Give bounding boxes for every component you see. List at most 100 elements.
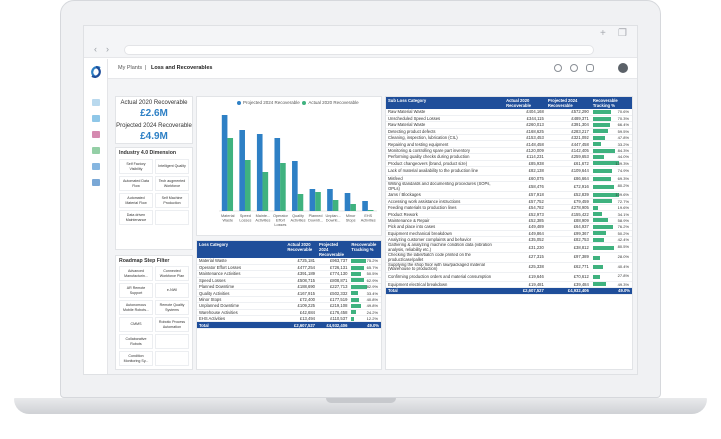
table-row[interactable]: Writing standards and documenting proced… — [386, 181, 632, 193]
breadcrumb-parent[interactable]: My Plants — [118, 65, 143, 71]
bar-actual[interactable] — [297, 194, 304, 211]
bar-actual[interactable] — [280, 163, 286, 211]
bar-projected[interactable] — [256, 134, 263, 211]
bar-actual[interactable] — [332, 200, 339, 211]
table-row[interactable]: Detecting product defects £168,625 £283,21… — [386, 128, 632, 136]
bar-actual[interactable] — [262, 172, 269, 211]
subloss-cell: £39,484 — [545, 281, 591, 289]
subloss-col-header[interactable]: Sub Loss Category — [386, 97, 505, 109]
table-row[interactable]: Product changeovers (brand, product size… — [386, 160, 632, 168]
subloss-col-header[interactable]: Recoverable Tracking % — [590, 97, 632, 109]
table-row[interactable]: Product Rework £52,973 £155,422 34.1% — [386, 210, 632, 218]
roadmap-filter-tile[interactable]: Condition Monitoring Sy... — [119, 351, 153, 366]
table-row[interactable]: Planned Downtime £188,690 £227,713 82.9% — [197, 283, 381, 291]
bar-actual[interactable] — [367, 210, 374, 211]
subloss-col-header[interactable]: Projected 2024 Recoverable — [545, 97, 591, 109]
roadmap-filter-tile[interactable] — [155, 351, 189, 366]
table-row[interactable]: Confirming production orders and materia… — [386, 272, 632, 282]
app-logo-icon[interactable] — [89, 65, 103, 79]
bar-actual[interactable] — [244, 160, 251, 211]
table-row[interactable]: Pick and place into cases £49,489 £64,937 7… — [386, 223, 632, 231]
industry-filter-tile[interactable]: Data driven Maintenance — [119, 210, 153, 225]
table-row[interactable]: Checking the label/batch code printed on… — [386, 252, 632, 263]
table-row[interactable]: Cleaning, inspection, lubrication (CIL) £… — [386, 134, 632, 142]
users-icon[interactable] — [92, 131, 100, 138]
bar-projected[interactable] — [327, 189, 333, 211]
tracking-bar-fill — [351, 284, 368, 289]
roadmap-filter-tile[interactable] — [155, 334, 189, 349]
new-tab-icon[interactable]: + — [600, 28, 606, 39]
table-row[interactable]: Minor Stops £72,400 £177,519 40.8% — [197, 296, 381, 304]
back-icon[interactable]: ‹ — [94, 44, 97, 54]
industry-filter-tile[interactable]: Self Machine Production — [155, 193, 189, 208]
flow-icon[interactable] — [92, 147, 100, 154]
bar-projected[interactable] — [274, 138, 281, 211]
table-row[interactable]: Maintenance Activities £391,189 £774,130 50… — [197, 270, 381, 278]
help-icon[interactable] — [570, 64, 578, 72]
loss-col-header[interactable]: Recoverable Tracking % — [349, 241, 381, 258]
bar-actual[interactable] — [315, 192, 321, 211]
roadmap-filter-tile[interactable]: AR Remote Support — [119, 283, 153, 298]
table-row[interactable]: EHS Activities £13,494 £110,537 12.2% — [197, 315, 381, 323]
industry-filter-tile[interactable]: Self Factory Visibility — [119, 159, 153, 174]
table-row[interactable]: Quality Activities £167,915 £502,332 33.4% — [197, 289, 381, 297]
bar-projected[interactable] — [362, 201, 368, 211]
bar-projected[interactable] — [221, 115, 228, 211]
window-restore-icon[interactable]: ❐ — [618, 28, 627, 39]
chart-icon[interactable] — [92, 163, 100, 170]
home-icon[interactable] — [92, 99, 100, 106]
table-row[interactable]: Accessing work assistance instructions £5… — [386, 198, 632, 206]
roadmap-filter-tile[interactable]: CMMS — [119, 317, 153, 332]
table-row[interactable]: Equipment electrical breakdown £19,481 £39… — [386, 281, 632, 289]
table-row[interactable]: Feeding materials to production lines £54… — [386, 204, 632, 212]
table-row[interactable]: Material Waste £725,181 £963,737 75.2% — [197, 258, 381, 265]
reports-icon[interactable] — [92, 179, 100, 186]
forward-icon[interactable]: › — [106, 44, 109, 54]
roadmap-filter-tile[interactable]: Remote Quality Systems — [155, 300, 189, 315]
industry-filter-tile[interactable]: Tech augmented Workforce — [155, 176, 189, 191]
table-row[interactable]: Unplanned Downtime £109,225 £219,108 49.8% — [197, 302, 381, 310]
table-row[interactable]: Warehouse Activities £42,684 £176,458 24.2% — [197, 309, 381, 317]
table-row[interactable]: Performing quality checks during product… — [386, 153, 632, 161]
roadmap-filter-tile[interactable]: e-NWI — [155, 283, 189, 298]
table-row[interactable]: Gathering & analyzing machine condition … — [386, 242, 632, 254]
loss-col-header[interactable]: Actual 2020 Recoverable — [285, 241, 317, 258]
table-row[interactable]: Repairing and testing equipment £148,458 £… — [386, 140, 632, 148]
table-row[interactable]: Jams / Blockages £57,918 £52,839 109.6% — [386, 191, 632, 199]
address-bar[interactable] — [124, 45, 594, 55]
table-row[interactable]: Raw Material Waste £404,168 £572,290 70.6% — [386, 109, 632, 116]
table-row[interactable]: Monitoring & controlling spare part inve… — [386, 147, 632, 155]
loss-col-header[interactable]: Loss Category — [197, 241, 286, 258]
bar-actual[interactable] — [227, 138, 234, 211]
industry-filter-tile[interactable] — [155, 210, 189, 225]
industry-filter-tile[interactable]: Intelligent Quality — [155, 159, 189, 174]
table-row[interactable]: Operator Effort Losses £477,254 £726,131 65… — [197, 264, 381, 272]
bar-projected[interactable] — [309, 189, 316, 211]
subloss-col-header[interactable]: Actual 2020 Recoverable — [504, 97, 546, 109]
table-row[interactable]: Unscheduled Speed Losses £344,115 £489,371… — [386, 115, 632, 123]
bar-projected[interactable] — [239, 130, 245, 211]
table-row[interactable]: Lack of material availability to the pro… — [386, 166, 632, 177]
roadmap-filter-tile[interactable]: Robotic Process Automation — [155, 317, 189, 332]
roadmap-filter-tile[interactable]: Collaborative Robots — [119, 334, 153, 349]
table-row[interactable]: Analyzing customer complaints and behavi… — [386, 236, 632, 244]
avatar[interactable] — [618, 63, 628, 73]
bar-actual[interactable] — [350, 204, 356, 211]
chat-icon[interactable] — [586, 64, 594, 72]
roadmap-filter-tile[interactable]: Advanced Manufacturin... — [119, 266, 153, 281]
loss-col-header[interactable]: Projected 2024 Recoverable — [317, 241, 350, 258]
industry-filter-tile[interactable]: Automated Data Flow — [119, 176, 153, 191]
table-row[interactable]: Maintenance & Repair £52,385 £88,909 58.9% — [386, 217, 632, 225]
bell-icon[interactable] — [554, 64, 562, 72]
industry-filter-tile[interactable]: Automated Material Flow — [119, 193, 153, 208]
roadmap-filter-tile[interactable]: Autonomous Mobile Robots... — [119, 300, 153, 315]
roadmap-filter-tile[interactable]: Connected Workforce Plan — [155, 266, 189, 281]
table-row[interactable]: Speed Losses £508,715 £808,871 62.9% — [197, 277, 381, 285]
table-row[interactable]: Equipment mechanical breakdown £49,864 £99… — [386, 230, 632, 237]
bar-projected[interactable] — [344, 193, 351, 211]
table-row[interactable]: Raw Material Waste £260,013 £391,304 66.4% — [386, 121, 632, 129]
table-row[interactable]: Misfeed £60,075 £86,664 69.3% — [386, 175, 632, 183]
table-row[interactable]: Supplying the shop floor with raw/packag… — [386, 262, 632, 273]
bar-projected[interactable] — [292, 161, 298, 211]
analytics-icon[interactable] — [92, 115, 100, 122]
